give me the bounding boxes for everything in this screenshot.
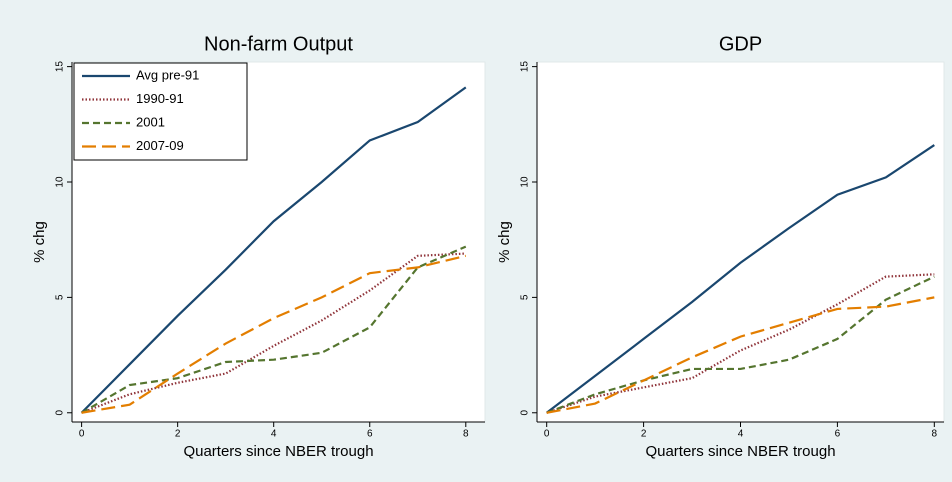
legend-label: 1990-91 xyxy=(136,91,184,106)
series-line xyxy=(80,86,467,414)
chart-title: Non-farm Output xyxy=(204,33,353,55)
x-tick-label: 2 xyxy=(641,429,647,440)
x-tick-label: 2 xyxy=(175,429,181,440)
series-line xyxy=(546,144,935,414)
y-axis-title: % chg xyxy=(496,221,513,263)
y-tick-label: 5 xyxy=(55,294,66,300)
y-tick-label: 10 xyxy=(55,176,66,188)
y-tick-label: 15 xyxy=(55,61,66,73)
x-axis-title: Quarters since NBER trough xyxy=(645,443,835,460)
legend-box xyxy=(73,62,248,161)
series-line xyxy=(81,254,467,414)
x-tick-label: 6 xyxy=(835,429,841,440)
x-tick-label: 0 xyxy=(79,429,85,440)
x-tick-label: 6 xyxy=(367,429,373,440)
y-axis-title: % chg xyxy=(31,221,48,263)
plot-area xyxy=(536,61,945,423)
y-tick-label: 5 xyxy=(520,294,531,300)
y-tick-label: 0 xyxy=(520,410,531,416)
series-line xyxy=(81,252,466,414)
y-tick-label: 10 xyxy=(520,176,531,188)
x-axis-title: Quarters since NBER trough xyxy=(183,443,373,460)
x-tick-label: 8 xyxy=(932,429,938,440)
y-tick-label: 0 xyxy=(55,410,66,416)
x-tick-label: 8 xyxy=(463,429,469,440)
series-line xyxy=(546,296,935,414)
series-line xyxy=(546,275,935,414)
legend-label: 2007-09 xyxy=(136,138,184,153)
x-tick-label: 4 xyxy=(271,429,277,440)
chart-title: GDP xyxy=(719,33,762,55)
y-tick-label: 15 xyxy=(520,61,531,73)
x-tick-label: 0 xyxy=(544,429,550,440)
legend-label: 2001 xyxy=(136,114,165,129)
legend-label: Avg pre-91 xyxy=(136,67,199,82)
series-line xyxy=(81,245,467,414)
series-line xyxy=(546,273,935,414)
x-tick-label: 4 xyxy=(738,429,744,440)
